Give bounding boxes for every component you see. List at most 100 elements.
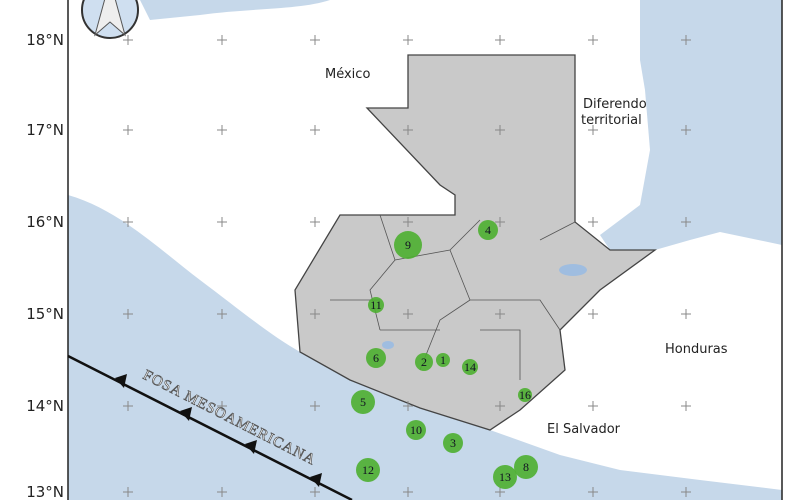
graticule-cross bbox=[681, 309, 691, 319]
graticule-cross bbox=[310, 125, 320, 135]
marker-circle bbox=[366, 348, 386, 368]
graticule-cross bbox=[403, 487, 413, 497]
graticule-cross bbox=[495, 401, 505, 411]
graticule-cross bbox=[123, 35, 133, 45]
graticule-cross bbox=[403, 309, 413, 319]
marker-circle bbox=[394, 231, 422, 259]
marker-16[interactable]: 16 bbox=[518, 388, 532, 402]
marker-label: 6 bbox=[373, 351, 379, 365]
graticule-cross bbox=[495, 217, 505, 227]
graticule-cross bbox=[217, 401, 227, 411]
graticule-cross bbox=[681, 125, 691, 135]
graticule-cross bbox=[588, 35, 598, 45]
graticule-cross bbox=[123, 217, 133, 227]
graticule-cross bbox=[310, 401, 320, 411]
lake-atitlan bbox=[382, 341, 394, 349]
graticule-cross bbox=[217, 309, 227, 319]
graticule-cross bbox=[217, 487, 227, 497]
graticule-cross bbox=[588, 309, 598, 319]
graticule-cross bbox=[310, 217, 320, 227]
marker-13[interactable]: 13 bbox=[493, 465, 517, 489]
marker-label: 9 bbox=[405, 238, 411, 252]
graticule-cross bbox=[495, 487, 505, 497]
marker-2[interactable]: 2 bbox=[415, 353, 433, 371]
graticule-cross bbox=[588, 217, 598, 227]
graticule-cross bbox=[495, 309, 505, 319]
graticule-cross bbox=[681, 217, 691, 227]
marker-circle bbox=[368, 297, 384, 313]
guatemala bbox=[294, 54, 657, 431]
label-diferendo: Diferendo bbox=[583, 97, 647, 112]
marker-label: 12 bbox=[362, 463, 374, 477]
marker-1[interactable]: 1 bbox=[436, 353, 450, 367]
marker-11[interactable]: 11 bbox=[368, 297, 384, 313]
gulf-coast bbox=[140, 0, 330, 20]
lake-izabal bbox=[559, 264, 587, 276]
graticule-cross bbox=[217, 35, 227, 45]
graticule-cross bbox=[588, 401, 598, 411]
marker-circle bbox=[443, 433, 463, 453]
caribbean-sea bbox=[600, 0, 782, 250]
marker-label: 10 bbox=[410, 423, 422, 437]
marker-label: 2 bbox=[421, 355, 427, 369]
graticule-cross bbox=[310, 487, 320, 497]
marker-circle bbox=[415, 353, 433, 371]
marker-circle bbox=[406, 420, 426, 440]
lat-label-17: 17°N bbox=[26, 121, 64, 139]
graticule-cross bbox=[217, 217, 227, 227]
marker-label: 16 bbox=[519, 388, 531, 402]
trench bbox=[67, 354, 353, 500]
marker-14[interactable]: 14 bbox=[462, 359, 478, 375]
marker-circle bbox=[518, 388, 532, 402]
marker-circle bbox=[478, 220, 498, 240]
marker-3[interactable]: 3 bbox=[443, 433, 463, 453]
marker-5[interactable]: 5 bbox=[351, 390, 375, 414]
marker-label: 11 bbox=[370, 298, 382, 312]
graticule-cross bbox=[310, 35, 320, 45]
earthquake-markers: 9 4 11 6 2 1 14 16 5 10 3 12 13 8 bbox=[351, 220, 538, 489]
graticule-cross bbox=[403, 401, 413, 411]
marker-10[interactable]: 10 bbox=[406, 420, 426, 440]
marker-circle bbox=[493, 465, 517, 489]
label-el-salvador: El Salvador bbox=[547, 422, 620, 437]
graticule-cross bbox=[403, 125, 413, 135]
marker-4[interactable]: 4 bbox=[478, 220, 498, 240]
marker-6[interactable]: 6 bbox=[366, 348, 386, 368]
marker-label: 1 bbox=[440, 353, 446, 367]
graticule-cross bbox=[588, 125, 598, 135]
marker-label: 5 bbox=[360, 395, 366, 409]
graticule-cross bbox=[681, 401, 691, 411]
graticule-cross bbox=[123, 401, 133, 411]
marker-9[interactable]: 9 bbox=[394, 231, 422, 259]
marker-12[interactable]: 12 bbox=[356, 458, 380, 482]
label-honduras: Honduras bbox=[665, 342, 728, 357]
graticule-cross bbox=[403, 217, 413, 227]
marker-label: 3 bbox=[450, 436, 456, 450]
graticule-cross bbox=[403, 35, 413, 45]
marker-label: 4 bbox=[485, 223, 491, 237]
marker-8[interactable]: 8 bbox=[514, 455, 538, 479]
label-mexico: México bbox=[325, 67, 371, 82]
graticule-cross bbox=[681, 35, 691, 45]
graticule-cross bbox=[495, 35, 505, 45]
lat-label-16: 16°N bbox=[26, 213, 64, 231]
department-borders bbox=[330, 214, 576, 380]
graticule-cross bbox=[123, 309, 133, 319]
pacific-ocean bbox=[68, 195, 782, 500]
label-territorial: territorial bbox=[581, 113, 642, 128]
graticule-cross bbox=[123, 487, 133, 497]
marker-circle bbox=[462, 359, 478, 375]
marker-circle bbox=[356, 458, 380, 482]
graticule-cross bbox=[681, 487, 691, 497]
graticule-cross bbox=[310, 309, 320, 319]
marker-label: 8 bbox=[523, 460, 529, 474]
graticule-cross bbox=[588, 487, 598, 497]
lat-label-14: 14°N bbox=[26, 397, 64, 415]
lat-label-18: 18°N bbox=[26, 31, 64, 49]
graticule-cross bbox=[217, 125, 227, 135]
marker-circle bbox=[436, 353, 450, 367]
marker-label: 13 bbox=[499, 470, 511, 484]
graticule bbox=[123, 35, 691, 497]
